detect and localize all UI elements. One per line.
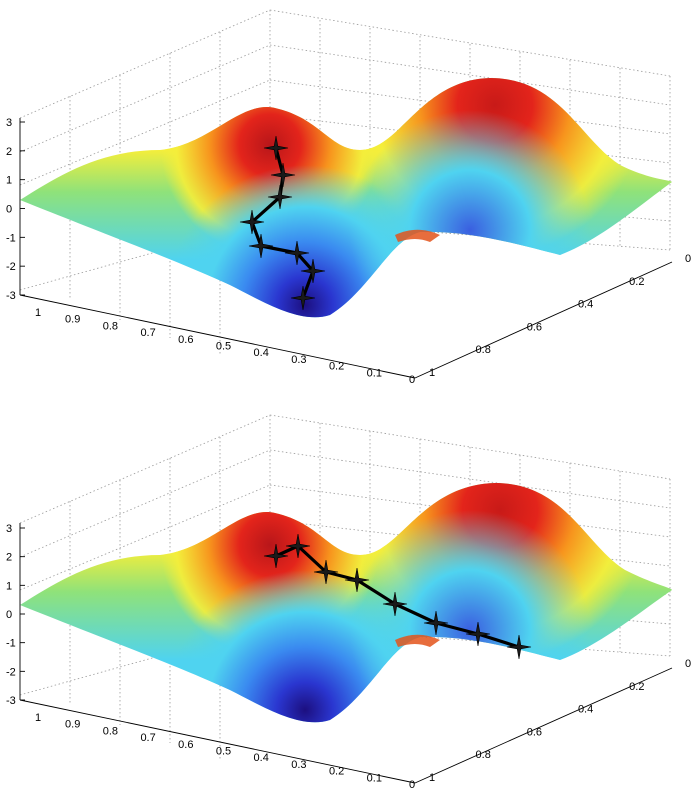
x-tick-label: 0.4 — [254, 752, 269, 764]
path-point-marker — [263, 543, 289, 569]
y-tick-label: 1 — [429, 772, 435, 784]
y-ticks-2: 0 0.2 0.4 0.6 0.8 1 — [429, 658, 691, 784]
y-tick-label: 0.8 — [476, 344, 491, 356]
z-tick-label: 3 — [6, 523, 12, 535]
x-tick-label: 0 — [409, 374, 415, 386]
path-point-marker — [506, 634, 532, 660]
x-tick-label: 0.7 — [140, 327, 155, 339]
y-tick-label: 0 — [685, 658, 691, 670]
path-point-marker — [300, 258, 326, 284]
z-tick-label: -1 — [6, 232, 16, 244]
descent-path-1 — [239, 135, 326, 311]
y-tick-label: 0.8 — [476, 749, 491, 761]
path-line — [274, 544, 521, 649]
z-tick-label: -3 — [6, 290, 16, 302]
y-tick-label: 0 — [685, 253, 691, 265]
y-tick-label: 1 — [429, 367, 435, 379]
z-tick-label: 0 — [6, 609, 12, 621]
x-tick-label: 0.5 — [216, 341, 231, 353]
x-tick-label: 1 — [35, 712, 41, 724]
x-tick-label: 0.3 — [291, 759, 306, 771]
x-tick-label: 0.9 — [65, 719, 80, 731]
y-tick-label: 0.6 — [527, 321, 542, 333]
path-point-marker — [344, 567, 370, 593]
x-tick-label: 0 — [409, 779, 415, 791]
surface-plot-2: 3 2 1 0 -1 -2 -3 1 0.9 0.8 0.7 0.6 0.5 0.4 0.3 0.2 0.1 0… — [6, 414, 691, 791]
x-tick-label: 0.6 — [178, 334, 193, 346]
y-tick-label: 0.6 — [527, 726, 542, 738]
path-point-marker — [263, 135, 289, 161]
y-tick-label: 0.4 — [578, 704, 593, 716]
z-tick-label: 1 — [6, 580, 12, 592]
x-tick-label: 0.7 — [140, 732, 155, 744]
y-tick-label: 0.4 — [578, 299, 593, 311]
x-tick-label: 0.8 — [103, 320, 118, 332]
z-tick-label: 2 — [6, 552, 12, 564]
path-point-marker — [270, 162, 296, 188]
axes-1 — [19, 118, 673, 379]
descent-path-2 — [263, 533, 532, 660]
z-ticks-2: 3 2 1 0 -1 -2 -3 — [6, 523, 25, 707]
x-ticks-1: 1 0.9 0.8 0.7 0.6 0.5 0.4 0.3 0.2 0.1 0 — [35, 307, 415, 386]
x-tick-label: 0.5 — [216, 746, 231, 758]
x-tick-label: 0.1 — [367, 367, 382, 379]
path-point-marker — [239, 209, 265, 235]
x-tick-label: 0.8 — [103, 725, 118, 737]
z-tick-label: 0 — [6, 204, 12, 216]
z-ticks-1: 3 2 1 0 -1 -2 -3 — [6, 117, 25, 302]
x-tick-label: 0.1 — [367, 772, 382, 784]
y-ticks-1: 0 0.2 0.4 0.6 0.8 1 — [429, 253, 691, 379]
surface-plot-1: 3 2 1 0 -1 -2 -3 1 0.9 0.8 0.7 0.6 0.5 0.4 0.3 0.2 0.1 0… — [6, 9, 691, 386]
x-tick-label: 1 — [35, 307, 41, 319]
path-point-marker — [267, 184, 293, 210]
x-tick-label: 0.3 — [291, 354, 306, 366]
x-tick-label: 0.2 — [329, 766, 344, 778]
path-point-marker — [313, 559, 339, 585]
x-tick-label: 0.9 — [65, 314, 80, 326]
axes-2 — [19, 523, 673, 784]
path-point-marker — [285, 533, 311, 559]
z-tick-label: 2 — [6, 146, 12, 158]
z-tick-label: 1 — [6, 175, 12, 187]
x-tick-label: 0.4 — [254, 347, 269, 359]
x-tick-label: 0.6 — [178, 739, 193, 751]
path-point-marker — [248, 233, 274, 259]
y-tick-label: 0.2 — [629, 681, 644, 693]
path-point-marker — [290, 285, 316, 311]
surface-mesh-1 — [20, 78, 672, 318]
z-tick-label: -2 — [6, 666, 16, 678]
z-tick-label: -1 — [6, 638, 16, 650]
path-point-marker — [382, 591, 408, 617]
y-tick-label: 0.2 — [629, 276, 644, 288]
z-tick-label: -2 — [6, 261, 16, 273]
z-tick-label: -3 — [6, 695, 16, 707]
path-point-marker — [465, 621, 491, 647]
surface-mesh-2 — [20, 483, 672, 723]
path-point-marker — [284, 240, 310, 266]
path-point-marker — [423, 610, 449, 636]
x-ticks-2: 1 0.9 0.8 0.7 0.6 0.5 0.4 0.3 0.2 0.1 0 — [35, 712, 415, 791]
z-tick-label: 3 — [6, 117, 12, 129]
x-tick-label: 0.2 — [329, 361, 344, 373]
